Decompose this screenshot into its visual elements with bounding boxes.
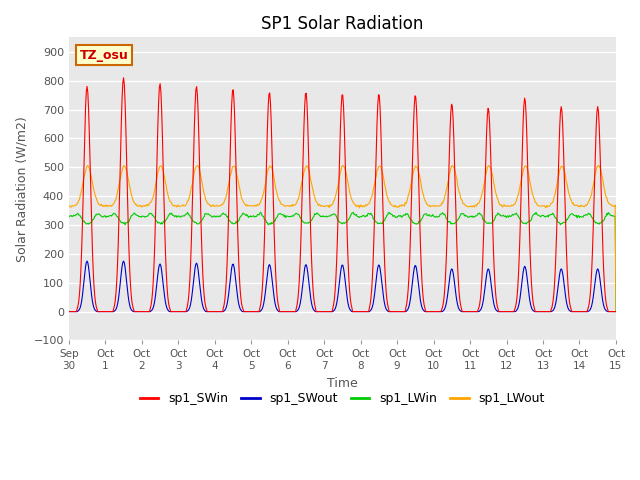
sp1_LWin — [216, 213, 223, 219]
Legend: sp1_SWin, sp1_SWout, sp1_LWin, sp1_LWout: sp1_SWin, sp1_SWout, sp1_LWin, sp1_LWout — [135, 387, 550, 410]
X-axis label: Time: Time — [327, 377, 358, 390]
Line: sp1_SWout: sp1_SWout — [68, 261, 616, 312]
sp1_SWout — [410, 270, 417, 276]
sp1_SWin — [188, 240, 195, 246]
sp1_SWout — [216, 309, 224, 314]
sp1_SWin — [65, 309, 72, 314]
Y-axis label: Solar Radiation (W/m2): Solar Radiation (W/m2) — [15, 116, 28, 262]
sp1_LWin — [612, 309, 620, 314]
sp1_SWout — [188, 297, 195, 303]
Line: sp1_LWout: sp1_LWout — [68, 165, 616, 312]
sp1_LWout — [131, 201, 139, 206]
sp1_LWin — [131, 211, 139, 216]
sp1_LWout — [595, 162, 602, 168]
sp1_SWin — [120, 75, 127, 81]
sp1_SWin — [216, 309, 224, 314]
sp1_LWin — [75, 212, 83, 217]
sp1_SWin — [132, 309, 140, 314]
sp1_LWin — [426, 212, 433, 218]
sp1_LWout — [425, 203, 433, 209]
sp1_LWout — [187, 189, 195, 194]
sp1_LWout — [409, 172, 417, 178]
sp1_SWout — [612, 309, 620, 314]
sp1_SWin — [410, 121, 417, 127]
sp1_LWout — [65, 204, 72, 209]
Line: sp1_LWin: sp1_LWin — [68, 212, 616, 312]
sp1_LWin — [257, 209, 264, 215]
sp1_SWout — [426, 309, 433, 314]
sp1_SWin — [612, 309, 620, 314]
sp1_LWout — [612, 309, 620, 314]
sp1_LWin — [187, 215, 195, 221]
Text: TZ_osu: TZ_osu — [80, 48, 129, 61]
sp1_LWout — [216, 203, 223, 209]
sp1_LWin — [410, 219, 417, 225]
sp1_LWout — [75, 198, 83, 204]
Title: SP1 Solar Radiation: SP1 Solar Radiation — [261, 15, 424, 33]
sp1_SWout — [75, 308, 83, 313]
Line: sp1_SWin: sp1_SWin — [68, 78, 616, 312]
sp1_LWin — [65, 213, 72, 219]
sp1_SWout — [132, 309, 140, 314]
sp1_SWout — [65, 309, 72, 314]
sp1_SWin — [75, 299, 83, 304]
sp1_SWin — [426, 309, 433, 314]
sp1_SWout — [83, 258, 91, 264]
